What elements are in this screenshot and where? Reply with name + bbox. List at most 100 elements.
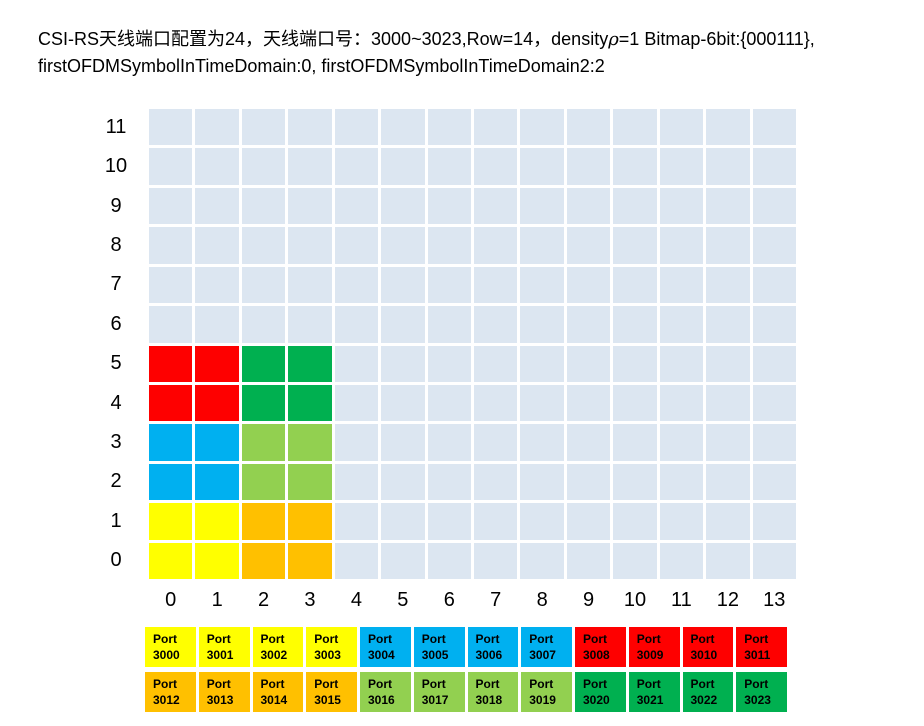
legend-cell-port-3003: Port 3003 <box>306 627 357 667</box>
legend-cell-port-3002: Port 3002 <box>252 627 304 667</box>
grid-cell-sym3-sc2-ports-3016-3019 <box>288 463 332 501</box>
grid-cell-sym7-sc7 <box>473 266 518 304</box>
grid-cell-sym10-sc0 <box>613 542 657 579</box>
grid-cell-sym12-sc4 <box>706 384 750 422</box>
grid-cell-sym6-sc8 <box>427 227 471 264</box>
grid-cell-sym0-sc2-ports-3004-3007 <box>149 463 193 501</box>
grid-cell-sym13-sc6 <box>752 306 796 343</box>
legend-cell-port-3022: Port 3022 <box>682 672 734 712</box>
grid-cell-sym11-sc5 <box>659 345 704 382</box>
grid-cell-sym8-sc1 <box>520 503 564 540</box>
grid-cell-sym9-sc4 <box>566 384 611 422</box>
legend-cell-label: Port <box>421 677 446 691</box>
grid-cell-sym13-sc8 <box>752 227 796 264</box>
grid-cell-sym9-sc8 <box>566 227 611 264</box>
port-legend: Port 3000 Port 3001 Port 3002 Port 3003 Port 3004… <box>145 627 787 712</box>
grid-cell-sym1-sc0-ports-3000-3003 <box>195 542 239 579</box>
legend-cell-port-3011: Port 3011 <box>736 627 787 667</box>
grid-cell-sym0-sc10 <box>149 148 193 185</box>
y-axis-label-6: 6 <box>110 312 122 335</box>
legend-cell-label: Port <box>583 677 607 691</box>
grid-cell-sym11-sc10 <box>659 148 704 185</box>
resource-grid <box>149 109 796 579</box>
grid-cell-sym8-sc5 <box>520 345 564 382</box>
grid-cell-sym2-sc9 <box>241 187 286 225</box>
y-axis-label-9: 9 <box>110 194 122 217</box>
grid-cell-sym0-sc7 <box>149 266 193 304</box>
grid-cell-sym12-sc5 <box>706 345 750 382</box>
legend-cell-label: Port <box>153 677 177 691</box>
legend-cell-port-3010: Port 3010 <box>682 627 734 667</box>
grid-cell-sym3-sc11 <box>288 109 332 146</box>
legend-cell-label: Port <box>153 632 177 646</box>
grid-cell-sym5-sc5 <box>381 345 425 382</box>
grid-cell-sym7-sc9 <box>473 187 518 225</box>
y-axis-label-11: 11 <box>105 115 127 138</box>
grid-cell-sym13-sc0 <box>752 542 796 579</box>
legend-cell-port-number: 3003 <box>314 648 341 662</box>
legend-cell-port-3004: Port 3004 <box>360 627 411 667</box>
grid-cell-sym3-sc4-ports-3020-3023 <box>288 384 332 422</box>
title-line1-pre: CSI-RS天线端口配置为24，天线端口号：3000~3023,Row=14，d… <box>38 29 609 49</box>
legend-cell-port-number: 3022 <box>690 693 718 707</box>
grid-cell-sym0-sc9 <box>149 187 193 225</box>
legend-cell-port-3014: Port 3014 <box>252 672 304 712</box>
grid-cell-sym7-sc10 <box>473 148 518 185</box>
legend-cell-port-3007: Port 3007 <box>521 627 572 667</box>
grid-cell-sym7-sc3 <box>473 424 518 461</box>
y-axis-label-3: 3 <box>110 431 122 454</box>
grid-cell-sym0-sc11 <box>149 109 193 146</box>
grid-cell-sym11-sc2 <box>659 463 704 501</box>
grid-cell-sym0-sc3-ports-3004-3007 <box>149 424 193 461</box>
grid-cell-sym1-sc9 <box>195 187 239 225</box>
legend-cell-label: Port <box>260 632 285 646</box>
x-axis-label-6: 6 <box>443 589 455 611</box>
y-axis-label-5: 5 <box>110 352 122 375</box>
legend-cell-port-number: 3015 <box>314 693 341 707</box>
legend-cell-port-number: 3021 <box>636 693 664 707</box>
grid-cell-sym4-sc6 <box>334 306 379 343</box>
y-axis-label-1: 1 <box>110 509 122 532</box>
grid-cell-sym12-sc2 <box>706 463 750 501</box>
grid-cell-sym4-sc11 <box>334 109 379 146</box>
grid-cell-sym7-sc6 <box>473 306 518 343</box>
legend-cell-port-number: 3002 <box>260 648 288 662</box>
grid-cell-sym8-sc10 <box>520 148 564 185</box>
y-axis-labels: 11 10 9 8 7 6 5 4 3 2 1 0 <box>92 109 140 579</box>
x-axis-label-3: 3 <box>304 589 316 611</box>
grid-cell-sym4-sc0 <box>334 542 379 579</box>
legend-cell-port-number: 3007 <box>529 648 556 662</box>
grid-cell-sym10-sc1 <box>613 503 657 540</box>
grid-cell-sym6-sc10 <box>427 148 471 185</box>
grid-cell-sym9-sc2 <box>566 463 611 501</box>
grid-cell-sym13-sc3 <box>752 424 796 461</box>
grid-cell-sym1-sc5-ports-3008-3011 <box>195 345 239 382</box>
legend-cell-label: Port <box>744 677 769 691</box>
grid-cell-sym3-sc0-ports-3012-3015 <box>288 542 332 579</box>
grid-cell-sym10-sc2 <box>613 463 657 501</box>
grid-cell-sym3-sc5-ports-3020-3023 <box>288 345 332 382</box>
grid-cell-sym11-sc3 <box>659 424 704 461</box>
x-axis-label-1: 1 <box>211 589 223 611</box>
grid-cell-sym10-sc4 <box>613 384 657 422</box>
legend-cell-label: Port <box>475 632 500 646</box>
grid-cell-sym2-sc3-ports-3016-3019 <box>241 424 286 461</box>
legend-cell-label: Port <box>744 632 769 646</box>
grid-cell-sym6-sc9 <box>427 187 471 225</box>
x-axis-label-11: 11 <box>671 589 692 611</box>
grid-cell-sym11-sc8 <box>659 227 704 264</box>
grid-cell-sym5-sc1 <box>381 503 425 540</box>
y-axis-label-7: 7 <box>110 273 122 296</box>
legend-cell-port-number: 3000 <box>153 648 180 662</box>
grid-cell-sym6-sc1 <box>427 503 471 540</box>
grid-cell-sym4-sc9 <box>334 187 379 225</box>
grid-cell-sym3-sc9 <box>288 187 332 225</box>
grid-cell-sym12-sc11 <box>706 109 750 146</box>
grid-cell-sym5-sc3 <box>381 424 425 461</box>
grid-cell-sym5-sc2 <box>381 463 425 501</box>
legend-cell-port-number: 3020 <box>583 693 610 707</box>
grid-cell-sym5-sc9 <box>381 187 425 225</box>
grid-cell-sym8-sc8 <box>520 227 564 264</box>
legend-cell-port-number: 3023 <box>744 693 771 707</box>
grid-cell-sym7-sc11 <box>473 109 518 146</box>
